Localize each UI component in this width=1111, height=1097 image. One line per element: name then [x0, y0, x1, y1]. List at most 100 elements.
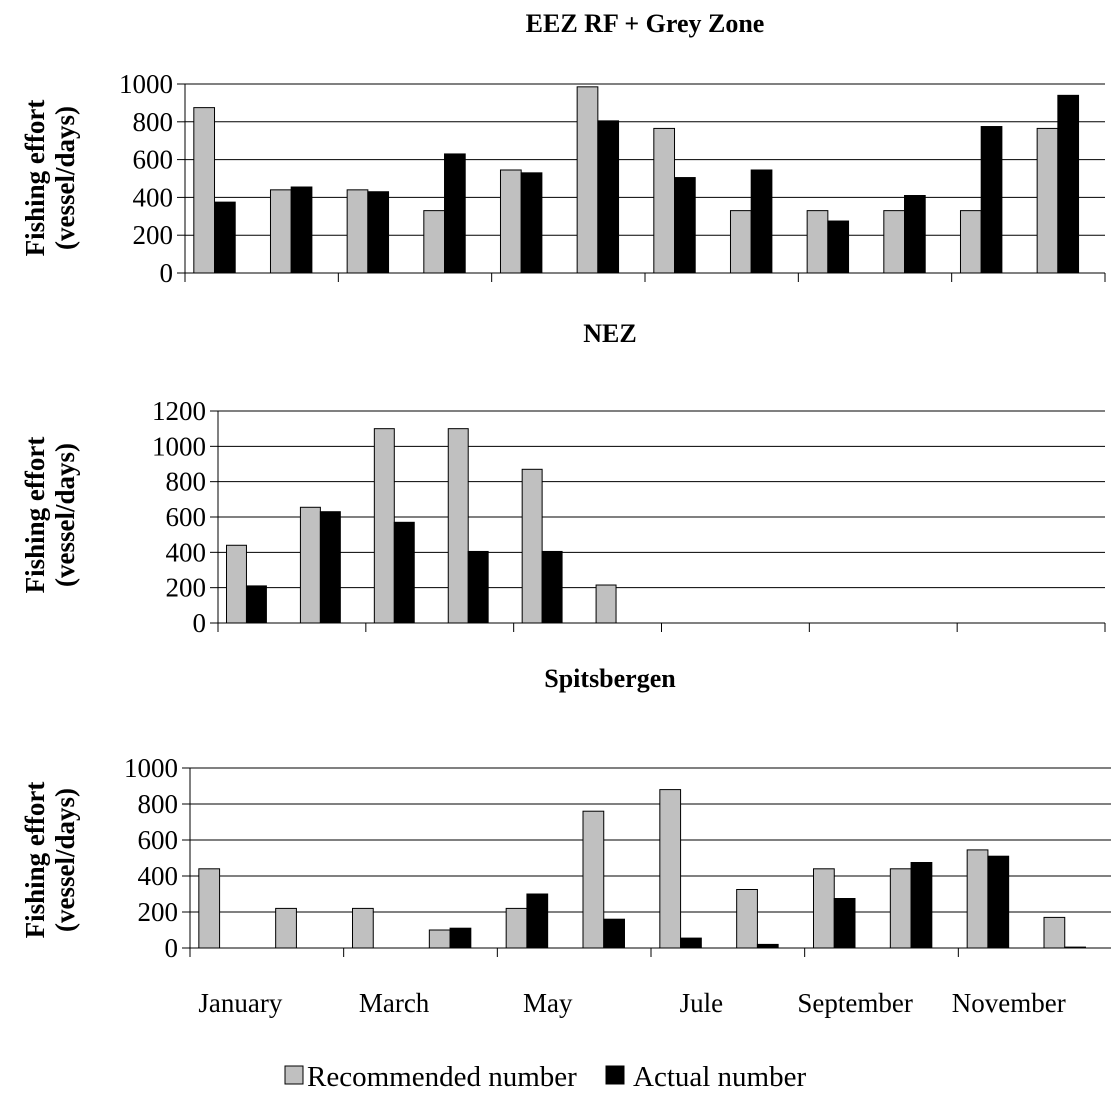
- bar-actual-eez-november: [980, 126, 1003, 274]
- bar-recommended-spitsbergen-december: [1043, 916, 1066, 949]
- y-tick-label: 800: [133, 107, 174, 137]
- bar-recommended-eez-august: [729, 210, 752, 274]
- bar-recommended-eez-october: [883, 210, 906, 274]
- bar-recommended-spitsbergen-february: [275, 907, 297, 949]
- y-axis-label-nez-line1: Fishing effort: [20, 437, 50, 594]
- axes-spitsbergen: [182, 767, 1111, 957]
- bar-recommended-spitsbergen-august: [736, 889, 758, 949]
- y-axis-label-eez-line2: (vessel/days): [50, 106, 80, 250]
- legend: Recommended number Actual number: [284, 1061, 806, 1093]
- y-tick-label: 0: [193, 608, 207, 638]
- bar-actual-spitsbergen-october: [910, 862, 933, 949]
- bars-eez: [193, 86, 1080, 274]
- y-axis-label-eez-line1: Fishing effort: [20, 100, 50, 257]
- bar-actual-nez-may: [541, 550, 563, 624]
- y-tick-label: 0: [160, 258, 174, 288]
- bar-recommended-nez-june: [595, 584, 617, 624]
- bar-actual-nez-april: [467, 550, 489, 624]
- y-tick-label: 400: [133, 182, 174, 212]
- y-tick-labels-nez: 0 200 400 600 800 1000 1200: [152, 396, 206, 638]
- y-tick-label: 1000: [119, 69, 173, 99]
- bar-recommended-eez-june: [576, 86, 599, 274]
- gridlines-eez: [185, 83, 1105, 236]
- y-axis-label-nez-line2: (vessel/days): [50, 443, 80, 587]
- legend-swatch-actual: [605, 1065, 625, 1085]
- x-tick-label-november: November: [952, 988, 1066, 1018]
- bar-recommended-eez-march: [346, 189, 369, 274]
- bar-actual-eez-jule: [674, 177, 696, 274]
- panel-title-spitsbergen: Spitsbergen: [544, 664, 676, 693]
- bar-recommended-spitsbergen-june: [582, 810, 605, 949]
- bar-recommended-eez-november: [959, 210, 982, 274]
- bar-recommended-spitsbergen-may: [505, 907, 528, 949]
- y-tick-label: 600: [166, 502, 207, 532]
- bars-nez: [226, 428, 617, 624]
- legend-swatch-recommended: [284, 1065, 304, 1085]
- x-tick-label-march: March: [359, 988, 430, 1018]
- y-tick-label: 200: [138, 897, 179, 927]
- bar-actual-eez-october: [904, 195, 926, 274]
- bar-actual-spitsbergen-june: [603, 918, 625, 949]
- bar-recommended-spitsbergen-september: [813, 868, 835, 949]
- bar-recommended-spitsbergen-january: [198, 868, 221, 949]
- bar-actual-eez-april: [444, 153, 466, 274]
- bar-actual-eez-february: [290, 186, 313, 274]
- x-tick-label-september: September: [797, 988, 912, 1018]
- bar-actual-spitsbergen-april: [449, 927, 472, 949]
- bar-actual-nez-february: [319, 511, 341, 624]
- x-tick-label-january: January: [198, 988, 282, 1018]
- x-tick-label-jule: Jule: [680, 988, 724, 1018]
- bar-actual-nez-march: [393, 521, 415, 624]
- axes-eez: [177, 83, 1106, 282]
- bar-actual-eez-may: [520, 172, 543, 274]
- bar-actual-spitsbergen-september: [833, 898, 856, 949]
- bar-actual-spitsbergen-august: [756, 943, 779, 949]
- gridlines-nez: [218, 410, 1105, 589]
- y-tick-label: 1000: [152, 431, 206, 461]
- y-axis-label-spitsbergen-line1: Fishing effort: [20, 782, 50, 939]
- bar-actual-eez-september: [827, 220, 850, 274]
- bar-recommended-nez-april: [447, 428, 469, 624]
- legend-label-actual: Actual number: [633, 1061, 806, 1093]
- y-tick-label: 400: [138, 861, 179, 891]
- y-tick-label: 200: [166, 573, 207, 603]
- bar-actual-eez-march: [367, 191, 390, 274]
- bar-actual-spitsbergen-may: [526, 893, 549, 949]
- bar-recommended-spitsbergen-jule: [659, 789, 682, 949]
- y-tick-label: 600: [133, 145, 174, 175]
- y-tick-labels-spitsbergen: 0 200 400 600 800 1000: [124, 753, 178, 963]
- bar-recommended-eez-september: [806, 210, 829, 274]
- bar-recommended-spitsbergen-november: [966, 849, 989, 949]
- panel-nez: NEZ Fishing effort (vessel/days) 0 200 400…: [20, 319, 1106, 638]
- axes-nez: [210, 410, 1106, 632]
- y-tick-label: 600: [138, 825, 179, 855]
- panel-spitsbergen: Spitsbergen Fishing effort (vessel/days)…: [20, 664, 1111, 1018]
- bar-actual-spitsbergen-november: [987, 855, 1010, 949]
- bar-actual-nez-january: [245, 585, 267, 624]
- bar-recommended-eez-february: [269, 189, 292, 274]
- bar-recommended-nez-january: [226, 544, 247, 624]
- bar-recommended-eez-jule: [653, 127, 676, 274]
- bar-recommended-eez-april: [423, 210, 446, 274]
- y-axis-label-spitsbergen-line2: (vessel/days): [50, 788, 80, 932]
- panel-title-nez: NEZ: [583, 319, 636, 348]
- y-tick-label: 1200: [152, 396, 206, 426]
- legend-label-recommended: Recommended number: [307, 1061, 577, 1093]
- bar-recommended-eez-january: [193, 107, 216, 274]
- bar-recommended-eez-december: [1036, 127, 1059, 274]
- bar-recommended-nez-may: [521, 468, 543, 624]
- y-tick-label: 800: [166, 467, 207, 497]
- bar-actual-eez-december: [1057, 94, 1080, 274]
- bar-recommended-nez-february: [299, 506, 321, 624]
- bar-recommended-nez-march: [373, 428, 395, 624]
- x-tick-label-may: May: [523, 988, 573, 1018]
- y-tick-label: 200: [133, 220, 174, 250]
- y-tick-label: 0: [165, 933, 179, 963]
- y-tick-labels-eez: 0 200 400 600 800 1000: [119, 69, 173, 288]
- x-tick-labels-spitsbergen: January March May Jule September November: [198, 988, 1065, 1018]
- bar-recommended-spitsbergen-april: [428, 929, 451, 949]
- panel-title-eez: EEZ RF + Grey Zone: [526, 9, 765, 38]
- bar-recommended-spitsbergen-march: [352, 907, 374, 949]
- bars-spitsbergen: [198, 789, 1086, 949]
